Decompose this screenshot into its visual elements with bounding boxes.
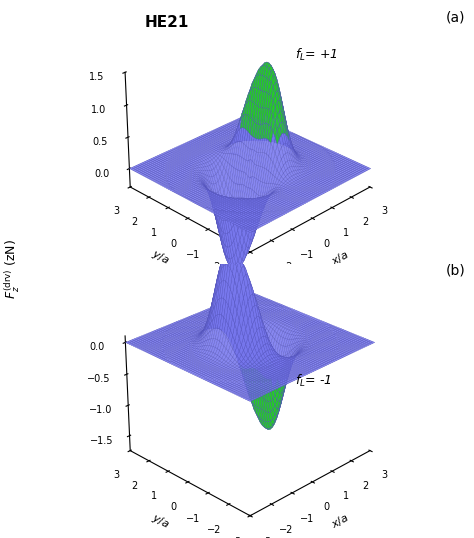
X-axis label: $x/a$: $x/a$ xyxy=(329,511,351,531)
X-axis label: $x/a$: $x/a$ xyxy=(329,247,351,267)
Text: $f_L$= +1: $f_L$= +1 xyxy=(295,47,337,63)
Text: (b): (b) xyxy=(446,264,465,278)
Text: $F_z^{\rm (drv)}$ (zN): $F_z^{\rm (drv)}$ (zN) xyxy=(2,239,22,299)
Text: HE21: HE21 xyxy=(144,15,189,30)
Text: (a): (a) xyxy=(446,11,465,25)
Text: $f_L$= -1: $f_L$= -1 xyxy=(295,373,331,389)
Y-axis label: $y/a$: $y/a$ xyxy=(148,511,172,532)
Y-axis label: $y/a$: $y/a$ xyxy=(148,247,172,268)
